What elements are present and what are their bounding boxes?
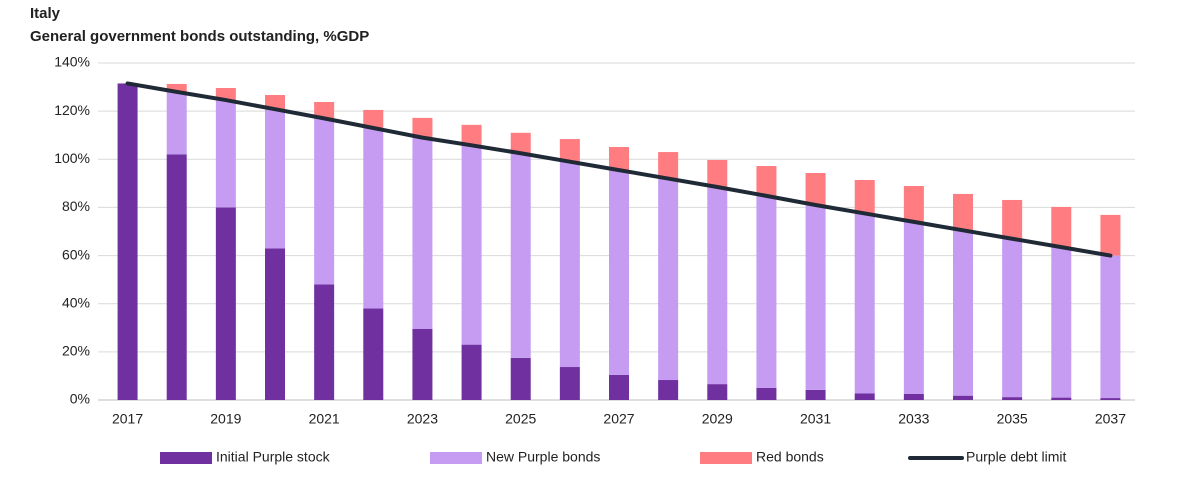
x-tick-label: 2029 — [702, 411, 733, 427]
bar-segment — [658, 178, 679, 381]
legend-swatch — [160, 452, 212, 464]
bar-segment — [363, 127, 384, 309]
x-tick-label: 2025 — [505, 411, 536, 427]
x-tick-label: 2017 — [112, 411, 143, 427]
bar-segment — [412, 328, 433, 400]
bar-segment — [1100, 398, 1121, 400]
bar-segment — [903, 393, 924, 400]
bar-segment — [265, 95, 285, 110]
legend-label: Purple debt limit — [966, 449, 1066, 465]
bar-segment — [903, 186, 924, 222]
bar-segment — [1002, 238, 1023, 398]
bar-segment — [166, 83, 187, 92]
bar-segment — [559, 367, 580, 400]
bar-segment — [1051, 397, 1072, 400]
bar-segment — [461, 344, 482, 400]
bar-segment — [117, 83, 138, 400]
legend-label: Initial Purple stock — [216, 449, 331, 465]
bar-segment — [215, 207, 236, 400]
legend-swatch — [430, 452, 482, 464]
bar-segment — [363, 109, 384, 128]
legend-label: Red bonds — [756, 449, 824, 465]
bar-segment — [1100, 255, 1121, 399]
bar-segment — [854, 393, 875, 400]
chart-title: Italy — [30, 5, 61, 22]
bar-segment — [609, 374, 629, 400]
bar-segment — [609, 170, 629, 375]
bar-segment — [166, 91, 187, 155]
bar-segment — [903, 221, 924, 394]
bar-segment — [314, 284, 335, 400]
bar-segment — [412, 137, 433, 329]
y-tick-label: 120% — [54, 102, 90, 118]
bar-segment — [805, 389, 826, 400]
chart-subtitle: General government bonds outstanding, %G… — [30, 28, 369, 45]
bar-segment — [215, 100, 236, 208]
line-series — [125, 81, 1113, 258]
bar-segment — [805, 205, 826, 390]
bar-segment — [756, 195, 777, 388]
y-tick-label: 140% — [54, 54, 90, 70]
x-tick-label: 2033 — [898, 411, 929, 427]
bar-segment — [1051, 206, 1072, 248]
bar-segment — [265, 248, 285, 400]
bar-segment — [559, 161, 580, 368]
bar-segment — [1100, 214, 1121, 256]
legend-label: New Purple bonds — [486, 449, 600, 465]
bar-segment — [707, 384, 728, 400]
x-tick-label: 2027 — [603, 411, 634, 427]
bar-segment — [510, 132, 531, 154]
bar-segment — [559, 139, 580, 162]
bar-segment — [707, 186, 728, 385]
bar-segment — [953, 193, 973, 231]
bar-segment — [510, 153, 531, 358]
y-tick-label: 60% — [62, 246, 90, 262]
bar-segment — [1002, 199, 1023, 239]
x-tick-label: 2035 — [997, 411, 1028, 427]
legend-swatch — [700, 452, 752, 464]
bar-segment — [805, 173, 826, 206]
bar-segment — [412, 117, 433, 138]
bar-segment — [658, 152, 679, 179]
bar-segment — [658, 380, 679, 400]
x-tick-label: 2031 — [800, 411, 831, 427]
bar-segment — [609, 147, 629, 171]
y-tick-label: 80% — [62, 198, 90, 214]
bar-segment — [854, 179, 875, 214]
x-tick-label: 2019 — [210, 411, 241, 427]
bar-segment — [953, 395, 973, 400]
bar-segment — [854, 213, 875, 394]
x-tick-label: 2037 — [1095, 411, 1126, 427]
x-tick-label: 2021 — [309, 411, 340, 427]
bar-segment — [314, 101, 335, 119]
bar-segment — [265, 109, 285, 249]
bar-segment — [461, 145, 482, 345]
bar-segment — [756, 387, 777, 400]
x-tick-label: 2023 — [407, 411, 438, 427]
bar-segment — [215, 88, 236, 101]
bar-segment — [1051, 247, 1072, 398]
bar-segment — [953, 230, 973, 396]
bar-segment — [707, 160, 728, 187]
bar-segment — [166, 154, 187, 400]
y-tick-label: 0% — [70, 391, 90, 407]
y-tick-label: 100% — [54, 150, 90, 166]
y-tick-label: 40% — [62, 294, 90, 310]
bar-segment — [363, 308, 384, 400]
bar-segment — [461, 124, 482, 146]
bar-segment — [1002, 397, 1023, 400]
bar-segment — [510, 357, 531, 400]
bar-segment — [314, 118, 335, 285]
y-tick-label: 20% — [62, 343, 90, 359]
bar-segment — [756, 166, 777, 196]
